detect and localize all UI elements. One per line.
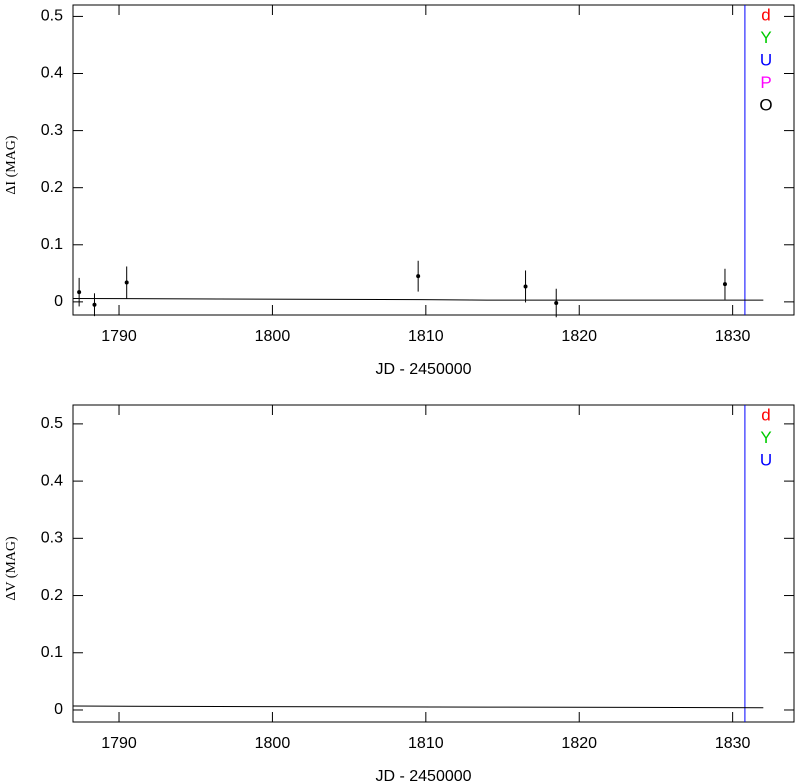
plot-frame bbox=[72, 4, 795, 316]
x-tick-label: 1810 bbox=[408, 735, 444, 752]
x-axis-label: JD - 2450000 bbox=[375, 768, 471, 782]
legend-entry: O bbox=[759, 95, 772, 114]
x-tick-label: 1800 bbox=[255, 735, 291, 752]
legend-entry: Y bbox=[760, 28, 771, 47]
legend-entry: d bbox=[761, 5, 770, 24]
data-point bbox=[92, 302, 97, 307]
y-axis-label: ΔV (MAG) bbox=[4, 536, 19, 601]
y-tick-label: 0.2 bbox=[41, 587, 63, 604]
y-tick-label: 0.4 bbox=[41, 472, 63, 489]
y-tick-label: 0.5 bbox=[41, 415, 63, 432]
x-tick-label: 1820 bbox=[561, 328, 597, 345]
x-tick-label: 1800 bbox=[255, 328, 291, 345]
legend-entry: Y bbox=[760, 428, 771, 447]
model-line bbox=[72, 297, 764, 301]
y-tick-label: 0.3 bbox=[41, 530, 63, 547]
y-tick-label: 0.4 bbox=[41, 65, 63, 82]
y-tick-label: 0 bbox=[54, 701, 63, 718]
y-tick-label: 0.3 bbox=[41, 122, 63, 139]
x-tick-label: 1790 bbox=[101, 328, 137, 345]
y-tick-label: 0.1 bbox=[41, 644, 63, 661]
data-point bbox=[416, 274, 421, 279]
y-tick-label: 0.1 bbox=[41, 236, 63, 253]
x-tick-label: 1830 bbox=[715, 735, 751, 752]
legend-entry: d bbox=[761, 405, 770, 424]
y-tick-label: 0 bbox=[54, 293, 63, 310]
plot-frame bbox=[72, 404, 795, 723]
data-point bbox=[554, 301, 559, 306]
model-line bbox=[72, 705, 764, 709]
y-tick-label: 0.5 bbox=[41, 8, 63, 25]
legend-entry: P bbox=[760, 73, 771, 92]
y-tick-label: 0.2 bbox=[41, 179, 63, 196]
legend-entry: U bbox=[760, 450, 772, 469]
data-point bbox=[523, 284, 528, 289]
x-axis-label: JD - 2450000 bbox=[375, 361, 471, 378]
data-point bbox=[77, 290, 82, 295]
x-tick-label: 1830 bbox=[715, 328, 751, 345]
x-tick-label: 1790 bbox=[101, 735, 137, 752]
x-tick-label: 1810 bbox=[408, 328, 444, 345]
data-point bbox=[124, 280, 129, 285]
legend-entry: U bbox=[760, 50, 772, 69]
data-point bbox=[722, 282, 727, 287]
y-axis-label: ΔI (MAG) bbox=[4, 135, 19, 194]
x-tick-label: 1820 bbox=[561, 735, 597, 752]
